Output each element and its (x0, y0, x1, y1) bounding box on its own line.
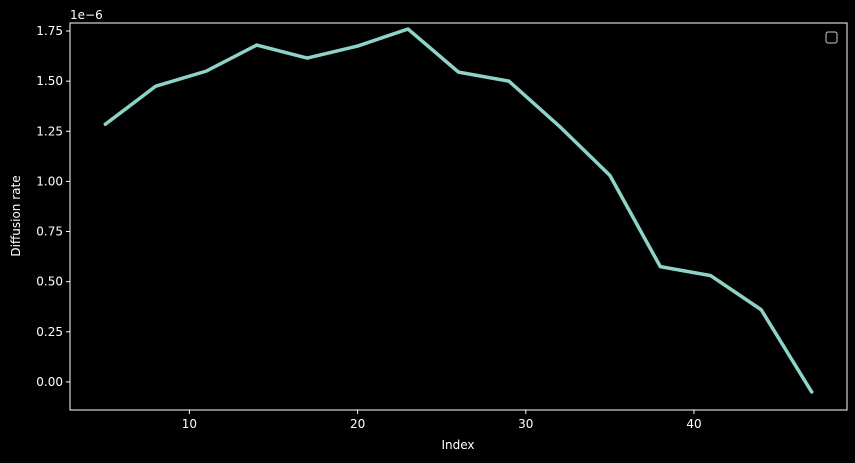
y-tick-label: 0.50 (36, 275, 63, 289)
y-offset-text: 1e−6 (70, 8, 103, 22)
y-axis-ticks: 0.00 0.25 0.50 0.75 1.00 1.25 1.50 1.75 (36, 24, 70, 389)
x-axis-label: Index (441, 438, 474, 452)
y-tick-label: 1.00 (36, 174, 63, 188)
y-axis-label: Diffusion rate (9, 175, 23, 256)
legend-box (825, 31, 838, 44)
plot-area (103, 27, 814, 394)
x-tick-label: 40 (686, 417, 701, 431)
y-tick-label: 1.75 (36, 24, 63, 38)
series-line (103, 27, 814, 394)
x-tick-label: 30 (518, 417, 533, 431)
axes-frame (69, 22, 848, 411)
x-tick-label: 10 (182, 417, 197, 431)
y-tick-label: 0.25 (36, 325, 63, 339)
x-axis-ticks: 10 20 30 40 (182, 410, 702, 431)
y-tick-label: 0.00 (36, 375, 63, 389)
y-tick-label: 1.50 (36, 74, 63, 88)
y-tick-label: 1.25 (36, 124, 63, 138)
y-tick-label: 0.75 (36, 225, 63, 239)
x-tick-label: 20 (350, 417, 365, 431)
